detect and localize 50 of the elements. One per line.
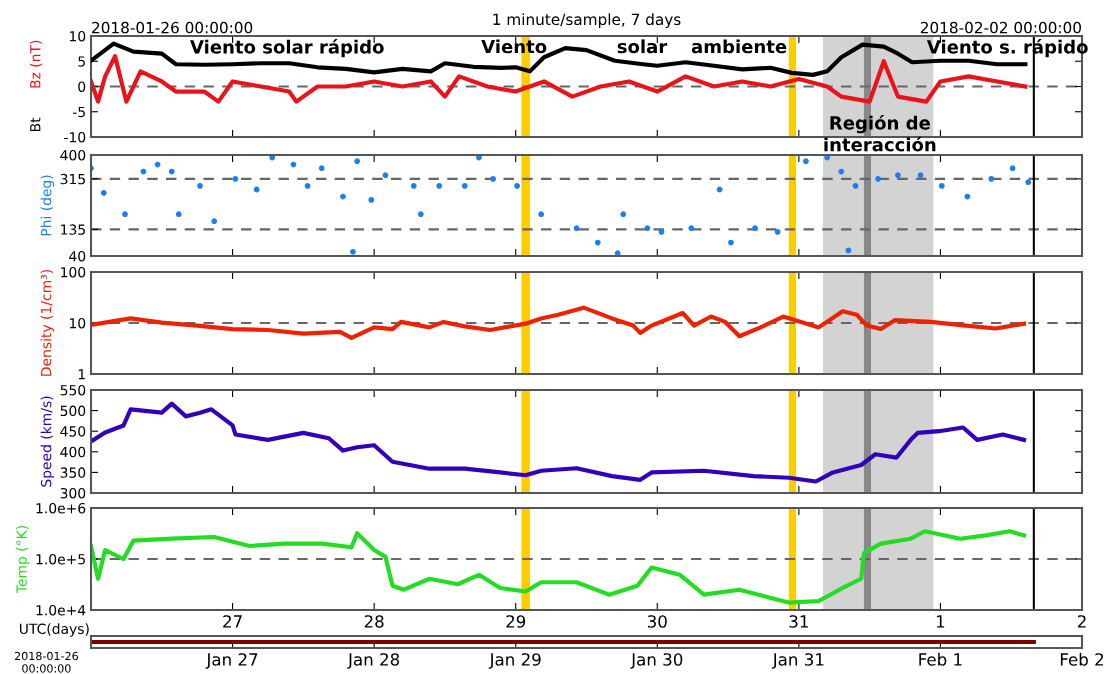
x-tick-label: 28 — [364, 615, 384, 628]
y-tick-label: -10 — [64, 131, 86, 143]
y-tick-label: 1 — [78, 369, 85, 380]
text: Bt — [30, 117, 41, 131]
category-label: Jan 28 — [347, 653, 400, 669]
y-tick-label: 100 — [61, 266, 86, 278]
y-tick-label: 550 — [60, 384, 86, 396]
annotation: solar — [617, 39, 668, 54]
chart-title: 1 minute/sample, 7 days — [493, 13, 681, 29]
y-tick-label: 300 — [60, 487, 86, 499]
y-axis-title: Speed (km/s) — [40, 396, 55, 487]
category-label: Jan 30 — [630, 653, 683, 669]
y-tick-label: 400 — [60, 446, 86, 458]
x-tick-label: 30 — [647, 615, 667, 628]
y-tick-label: 315 — [60, 173, 85, 185]
text: 2018-01-26 00:00:00 — [92, 21, 253, 34]
text: 2018-02-02 00:00:00 — [920, 21, 1081, 34]
x-tick-label: 27 — [223, 615, 242, 628]
y-tick-label: 40 — [69, 250, 86, 262]
category-label: Feb 1 — [919, 652, 962, 666]
y-tick-label: 350 — [60, 467, 86, 478]
y-tick-label: 1.0e+6 — [36, 502, 86, 514]
y-tick-label: 1.0e+5 — [36, 553, 85, 565]
y-axis-title: Phi (deg) — [40, 175, 55, 236]
text: 2018-01-26 00:00:00 — [14, 651, 78, 673]
y-tick-label: 450 — [60, 426, 86, 437]
category-label: Jan 29 — [488, 653, 541, 669]
y-tick-label: 1.0e+4 — [36, 604, 86, 616]
annotation: Región de interacción — [824, 115, 936, 152]
x-tick-label: 31 — [789, 615, 808, 628]
category-label: Feb 2 — [1060, 652, 1104, 666]
y-axis-title: Density (1/cm³) — [40, 270, 55, 376]
y-tick-label: 500 — [60, 405, 86, 417]
text: Bz (nT) — [29, 40, 43, 88]
y-axis-title: Temp (°K) — [16, 526, 30, 594]
category-label: Jan 31 — [771, 653, 824, 669]
category-label: Jan 27 — [205, 653, 258, 669]
x-tick-label: 2 — [1077, 615, 1086, 628]
y-tick-label: 400 — [60, 149, 86, 161]
y-tick-label: 10 — [69, 317, 86, 329]
y-tick-label: 5 — [78, 56, 85, 67]
y-tick-label: 135 — [61, 224, 85, 235]
y-tick-label: 0 — [78, 81, 86, 92]
annotation: ambiente — [691, 39, 787, 54]
x-tick-label: 1 — [936, 615, 945, 628]
annotation: Viento solar rápido — [190, 39, 384, 58]
y-tick-label: -5 — [72, 106, 85, 118]
x-tick-label: 29 — [506, 615, 526, 628]
y-tick-label: 10 — [69, 30, 86, 42]
x-axis-title: UTC(days) — [19, 623, 89, 637]
